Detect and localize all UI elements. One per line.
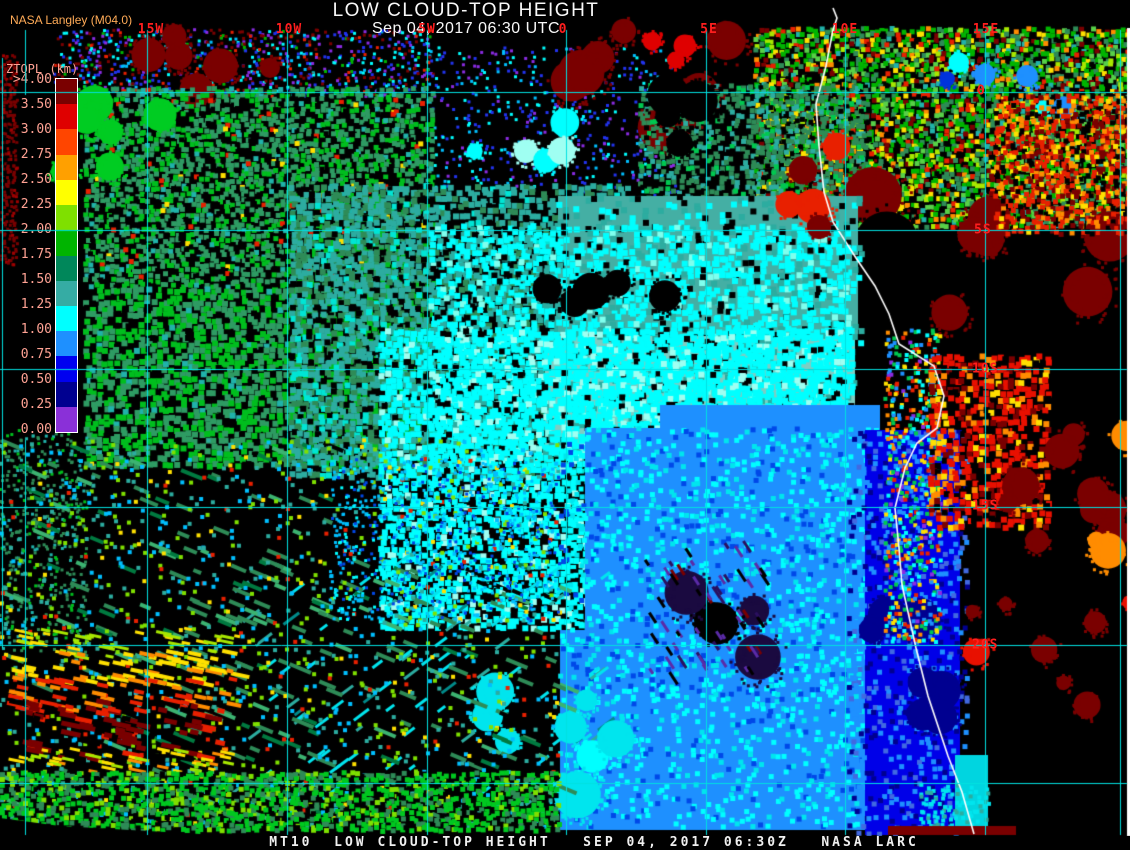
latitude-label: 5S: [974, 222, 992, 238]
longitude-label: 10W: [275, 22, 303, 37]
page-title: LOW CLOUD-TOP HEIGHT: [332, 0, 600, 21]
longitude-label: 10E: [831, 22, 859, 37]
latitude-label: 15S: [972, 498, 999, 514]
legend-color-segment: [56, 406, 77, 433]
legend-color-segment: [56, 381, 77, 407]
legend-color-segment: [56, 230, 77, 256]
legend-label: 2.00: [20, 222, 52, 237]
longitude-label: 15W: [137, 22, 165, 37]
legend-label: >4.00: [12, 72, 52, 87]
legend-label: 1.00: [20, 322, 52, 337]
legend-label: 3.00: [20, 122, 52, 137]
legend-label: 1.25: [20, 297, 52, 312]
legend-color-segment: [56, 280, 77, 306]
legend-label: 0.25: [20, 397, 52, 412]
legend-color-segment: [56, 356, 77, 382]
legend-colorbar: [55, 78, 78, 433]
longitude-label: 5E: [700, 22, 718, 37]
legend-color-segment: [56, 205, 77, 231]
latitude-label: 0: [977, 83, 986, 99]
status-bar: MT10 LOW CLOUD-TOP HEIGHT SEP 04, 2017 0…: [0, 836, 1130, 850]
legend-label: 0.50: [20, 372, 52, 387]
legend-label: 1.75: [20, 247, 52, 262]
legend-label: 2.50: [20, 172, 52, 187]
longitude-label: 0: [558, 22, 568, 37]
legend-color-segment: [56, 331, 77, 357]
latitude-label: 20S: [972, 637, 999, 653]
legend-label: 2.75: [20, 147, 52, 162]
legend-label: 2.25: [20, 197, 52, 212]
legend-color-segment: [56, 129, 77, 155]
legend-color-segment: [56, 79, 77, 105]
longitude-label: 15E: [972, 22, 1000, 37]
legend-color-segment: [56, 179, 77, 206]
latitude-label: 10S: [972, 361, 999, 377]
legend-label: 1.50: [20, 272, 52, 287]
legend-color-segment: [56, 305, 77, 332]
legend-color-segment: [56, 104, 77, 130]
status-bar-text: MT10 LOW CLOUD-TOP HEIGHT SEP 04, 2017 0…: [269, 835, 919, 850]
longitude-label: 5W: [418, 22, 436, 37]
legend-color-segment: [56, 154, 77, 180]
legend-label: 3.50: [20, 97, 52, 112]
legend-color-segment: [56, 255, 77, 281]
legend-label: 0.00: [20, 422, 52, 437]
legend-label: 0.75: [20, 347, 52, 362]
